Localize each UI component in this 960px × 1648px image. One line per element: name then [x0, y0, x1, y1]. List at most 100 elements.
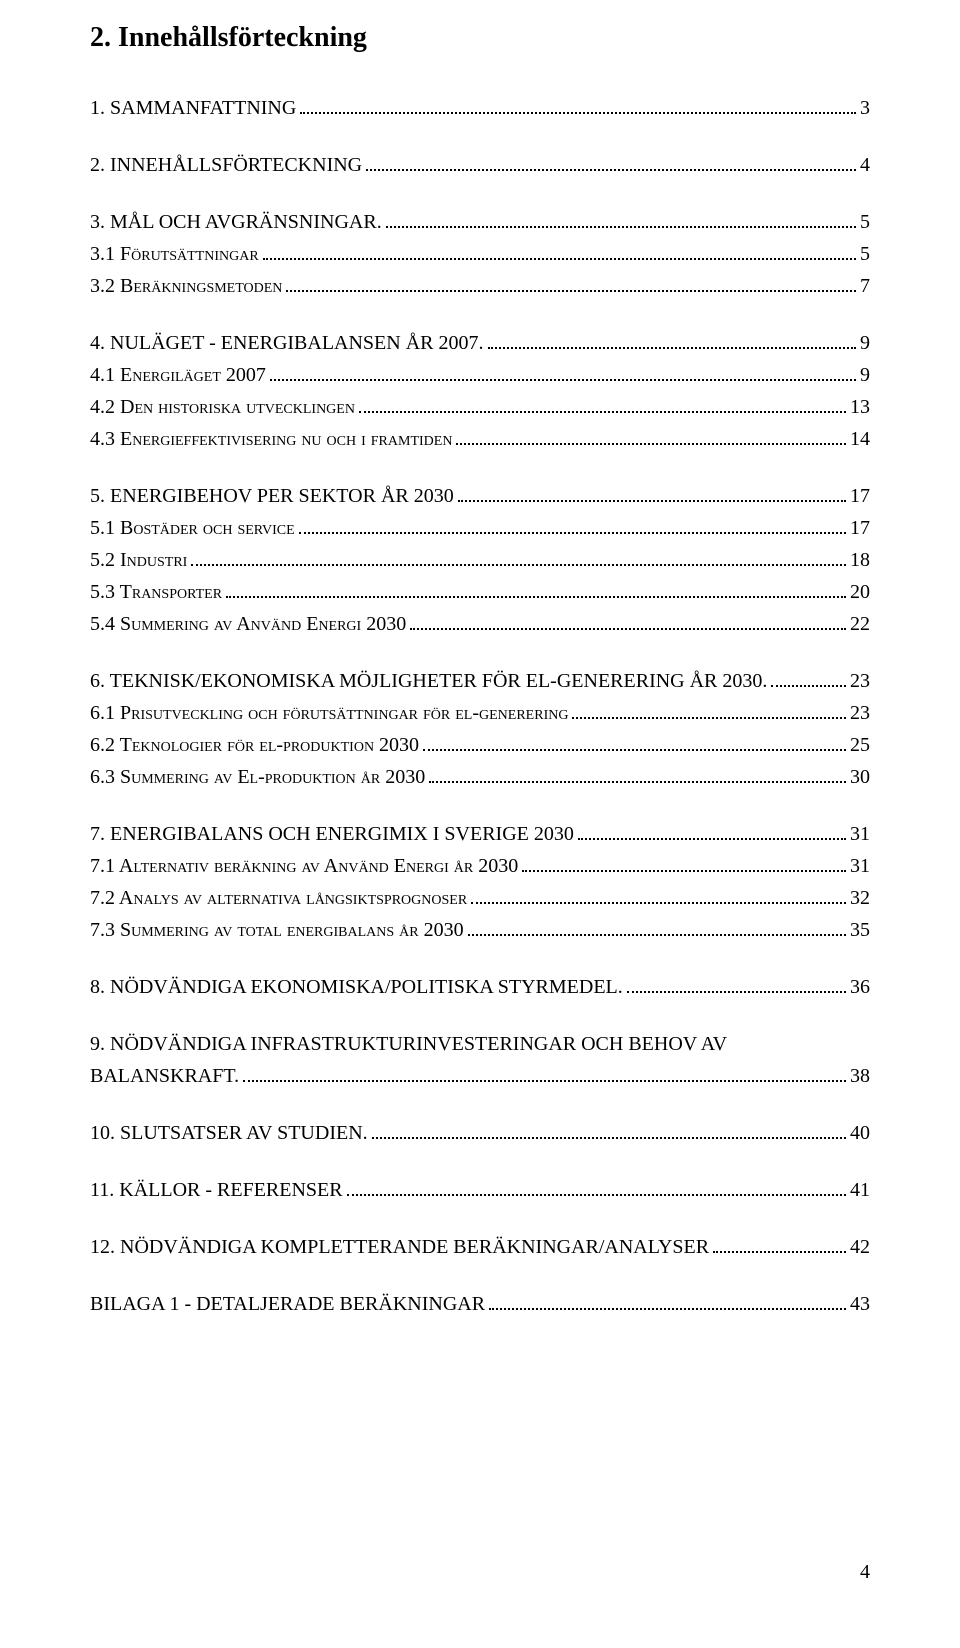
- toc-label: 4. NULÄGET - ENERGIBALANSEN ÅR 2007.: [90, 329, 484, 358]
- toc-label: 7.3 Summering av total energibalans år 2…: [90, 916, 464, 945]
- toc-leader-dots: [488, 329, 857, 349]
- toc-entry: 10. SLUTSATSER AV STUDIEN. 40: [90, 1119, 870, 1148]
- toc-label: 8. NÖDVÄNDIGA EKONOMISKA/POLITISKA STYRM…: [90, 973, 623, 1002]
- toc-entry: 8. NÖDVÄNDIGA EKONOMISKA/POLITISKA STYRM…: [90, 973, 870, 1002]
- toc-label: 5. ENERGIBEHOV PER SEKTOR ÅR 2030: [90, 482, 454, 511]
- toc-page-number: 23: [850, 667, 870, 696]
- document-page: 2. Innehållsförteckning 1. SAMMANFATTNIN…: [0, 0, 960, 1648]
- toc-page-number: 9: [860, 329, 870, 358]
- toc-entry: BALANSKRAFT. 38: [90, 1062, 870, 1091]
- toc-label: 9. NÖDVÄNDIGA INFRASTRUKTURINVESTERINGAR…: [90, 1030, 727, 1059]
- toc-page-number: 40: [850, 1119, 870, 1148]
- toc-page-number: 36: [850, 973, 870, 1002]
- toc-leader-dots: [347, 1176, 846, 1196]
- toc-entry: 4.3 Energieffektivisering nu och i framt…: [90, 425, 870, 454]
- toc-page-number: 22: [850, 610, 870, 639]
- toc-entry: 5.2 Industri 18: [90, 546, 870, 575]
- toc-page-number: 9: [860, 361, 870, 390]
- toc-entry: 3.2 Beräkningsmetoden 7: [90, 272, 870, 301]
- toc-page-number: 7: [860, 272, 870, 301]
- toc-label: 5.2 Industri: [90, 546, 187, 575]
- toc-page-number: 5: [860, 208, 870, 237]
- toc-page-number: 32: [850, 884, 870, 913]
- toc-label: 3.2 Beräkningsmetoden: [90, 272, 282, 301]
- toc-leader-dots: [572, 699, 846, 719]
- toc-entry: 6.1 Prisutveckling och förutsättningar f…: [90, 699, 870, 728]
- toc-entry: 11. KÄLLOR - REFERENSER 41: [90, 1176, 870, 1205]
- toc-page-number: 42: [850, 1233, 870, 1262]
- toc-leader-dots: [627, 973, 846, 993]
- table-of-contents: 1. SAMMANFATTNING 3 2. INNEHÅLLSFÖRTECKNI…: [90, 94, 870, 1319]
- toc-entry: 5. ENERGIBEHOV PER SEKTOR ÅR 2030 17: [90, 482, 870, 511]
- toc-leader-dots: [386, 208, 856, 228]
- toc-leader-dots: [522, 852, 846, 872]
- toc-leader-dots: [300, 94, 856, 114]
- toc-label: 7.2 Analys av alternativa långsiktsprogn…: [90, 884, 467, 913]
- toc-entry: BILAGA 1 - DETALJERADE BERÄKNINGAR 43: [90, 1290, 870, 1319]
- toc-label: 4.3 Energieffektivisering nu och i framt…: [90, 425, 452, 454]
- toc-leader-dots: [270, 361, 856, 381]
- toc-entry: 5.4 Summering av Använd Energi 2030 22: [90, 610, 870, 639]
- toc-leader-dots: [366, 151, 856, 171]
- toc-label: 6.2 Teknologier för el-produktion 2030: [90, 731, 419, 760]
- toc-page-number: 3: [860, 94, 870, 123]
- toc-entry: 6. TEKNISK/EKONOMISKA MÖJLIGHETER FÖR EL…: [90, 667, 870, 696]
- toc-label: 1. SAMMANFATTNING: [90, 94, 296, 123]
- toc-page-number: 23: [850, 699, 870, 728]
- toc-leader-dots: [286, 272, 856, 292]
- toc-entry: 3.1 Förutsättningar 5: [90, 240, 870, 269]
- toc-page-number: 17: [850, 514, 870, 543]
- toc-page-number: 18: [850, 546, 870, 575]
- toc-leader-dots: [578, 820, 846, 840]
- toc-label: 4.2 Den historiska utvecklingen: [90, 393, 355, 422]
- toc-entry: 4.1 Energiläget 2007 9: [90, 361, 870, 390]
- toc-leader-dots: [423, 731, 846, 751]
- toc-entry: 1. SAMMANFATTNING 3: [90, 94, 870, 123]
- toc-label: 6.1 Prisutveckling och förutsättningar f…: [90, 699, 568, 728]
- toc-leader-dots: [471, 884, 846, 904]
- toc-page-number: 25: [850, 731, 870, 760]
- toc-leader-dots: [429, 763, 846, 783]
- toc-page-number: 5: [860, 240, 870, 269]
- toc-page-number: 13: [850, 393, 870, 422]
- toc-entry: 5.3 Transporter 20: [90, 578, 870, 607]
- toc-entry: 2. INNEHÅLLSFÖRTECKNING 4: [90, 151, 870, 180]
- toc-leader-dots: [489, 1290, 846, 1310]
- toc-leader-dots: [372, 1119, 846, 1139]
- toc-page-number: 17: [850, 482, 870, 511]
- toc-page-number: 43: [850, 1290, 870, 1319]
- toc-page-number: 4: [860, 151, 870, 180]
- toc-leader-dots: [713, 1233, 846, 1253]
- page-title: 2. Innehållsförteckning: [90, 22, 870, 54]
- toc-page-number: 14: [850, 425, 870, 454]
- toc-label: 7. ENERGIBALANS OCH ENERGIMIX I SVERIGE …: [90, 820, 574, 849]
- toc-label: 6. TEKNISK/EKONOMISKA MÖJLIGHETER FÖR EL…: [90, 667, 767, 696]
- toc-page-number: 41: [850, 1176, 870, 1205]
- toc-entry: 9. NÖDVÄNDIGA INFRASTRUKTURINVESTERINGAR…: [90, 1030, 870, 1059]
- toc-label: BALANSKRAFT.: [90, 1062, 239, 1091]
- toc-leader-dots: [456, 425, 846, 445]
- toc-leader-dots: [191, 546, 846, 566]
- toc-entry: 7.3 Summering av total energibalans år 2…: [90, 916, 870, 945]
- toc-entry: 6.3 Summering av El-produktion år 2030 3…: [90, 763, 870, 792]
- toc-label: 11. KÄLLOR - REFERENSER: [90, 1176, 343, 1205]
- toc-leader-dots: [410, 610, 846, 630]
- toc-entry: 7.2 Analys av alternativa långsiktsprogn…: [90, 884, 870, 913]
- toc-entry: 7. ENERGIBALANS OCH ENERGIMIX I SVERIGE …: [90, 820, 870, 849]
- toc-label: 12. NÖDVÄNDIGA KOMPLETTERANDE BERÄKNINGA…: [90, 1233, 709, 1262]
- toc-label: 5.4 Summering av Använd Energi 2030: [90, 610, 406, 639]
- toc-leader-dots: [243, 1062, 846, 1082]
- toc-label: 7.1 Alternativ beräkning av Använd Energ…: [90, 852, 518, 881]
- toc-label: BILAGA 1 - DETALJERADE BERÄKNINGAR: [90, 1290, 485, 1319]
- toc-leader-dots: [226, 578, 846, 598]
- toc-label: 4.1 Energiläget 2007: [90, 361, 266, 390]
- toc-page-number: 31: [850, 820, 870, 849]
- toc-entry: 4.2 Den historiska utvecklingen 13: [90, 393, 870, 422]
- toc-entry: 4. NULÄGET - ENERGIBALANSEN ÅR 2007. 9: [90, 329, 870, 358]
- toc-label: 2. INNEHÅLLSFÖRTECKNING: [90, 151, 362, 180]
- toc-leader-dots: [299, 514, 846, 534]
- toc-page-number: 20: [850, 578, 870, 607]
- toc-entry: 6.2 Teknologier för el-produktion 2030 2…: [90, 731, 870, 760]
- toc-label: 3.1 Förutsättningar: [90, 240, 259, 269]
- toc-leader-dots: [468, 916, 846, 936]
